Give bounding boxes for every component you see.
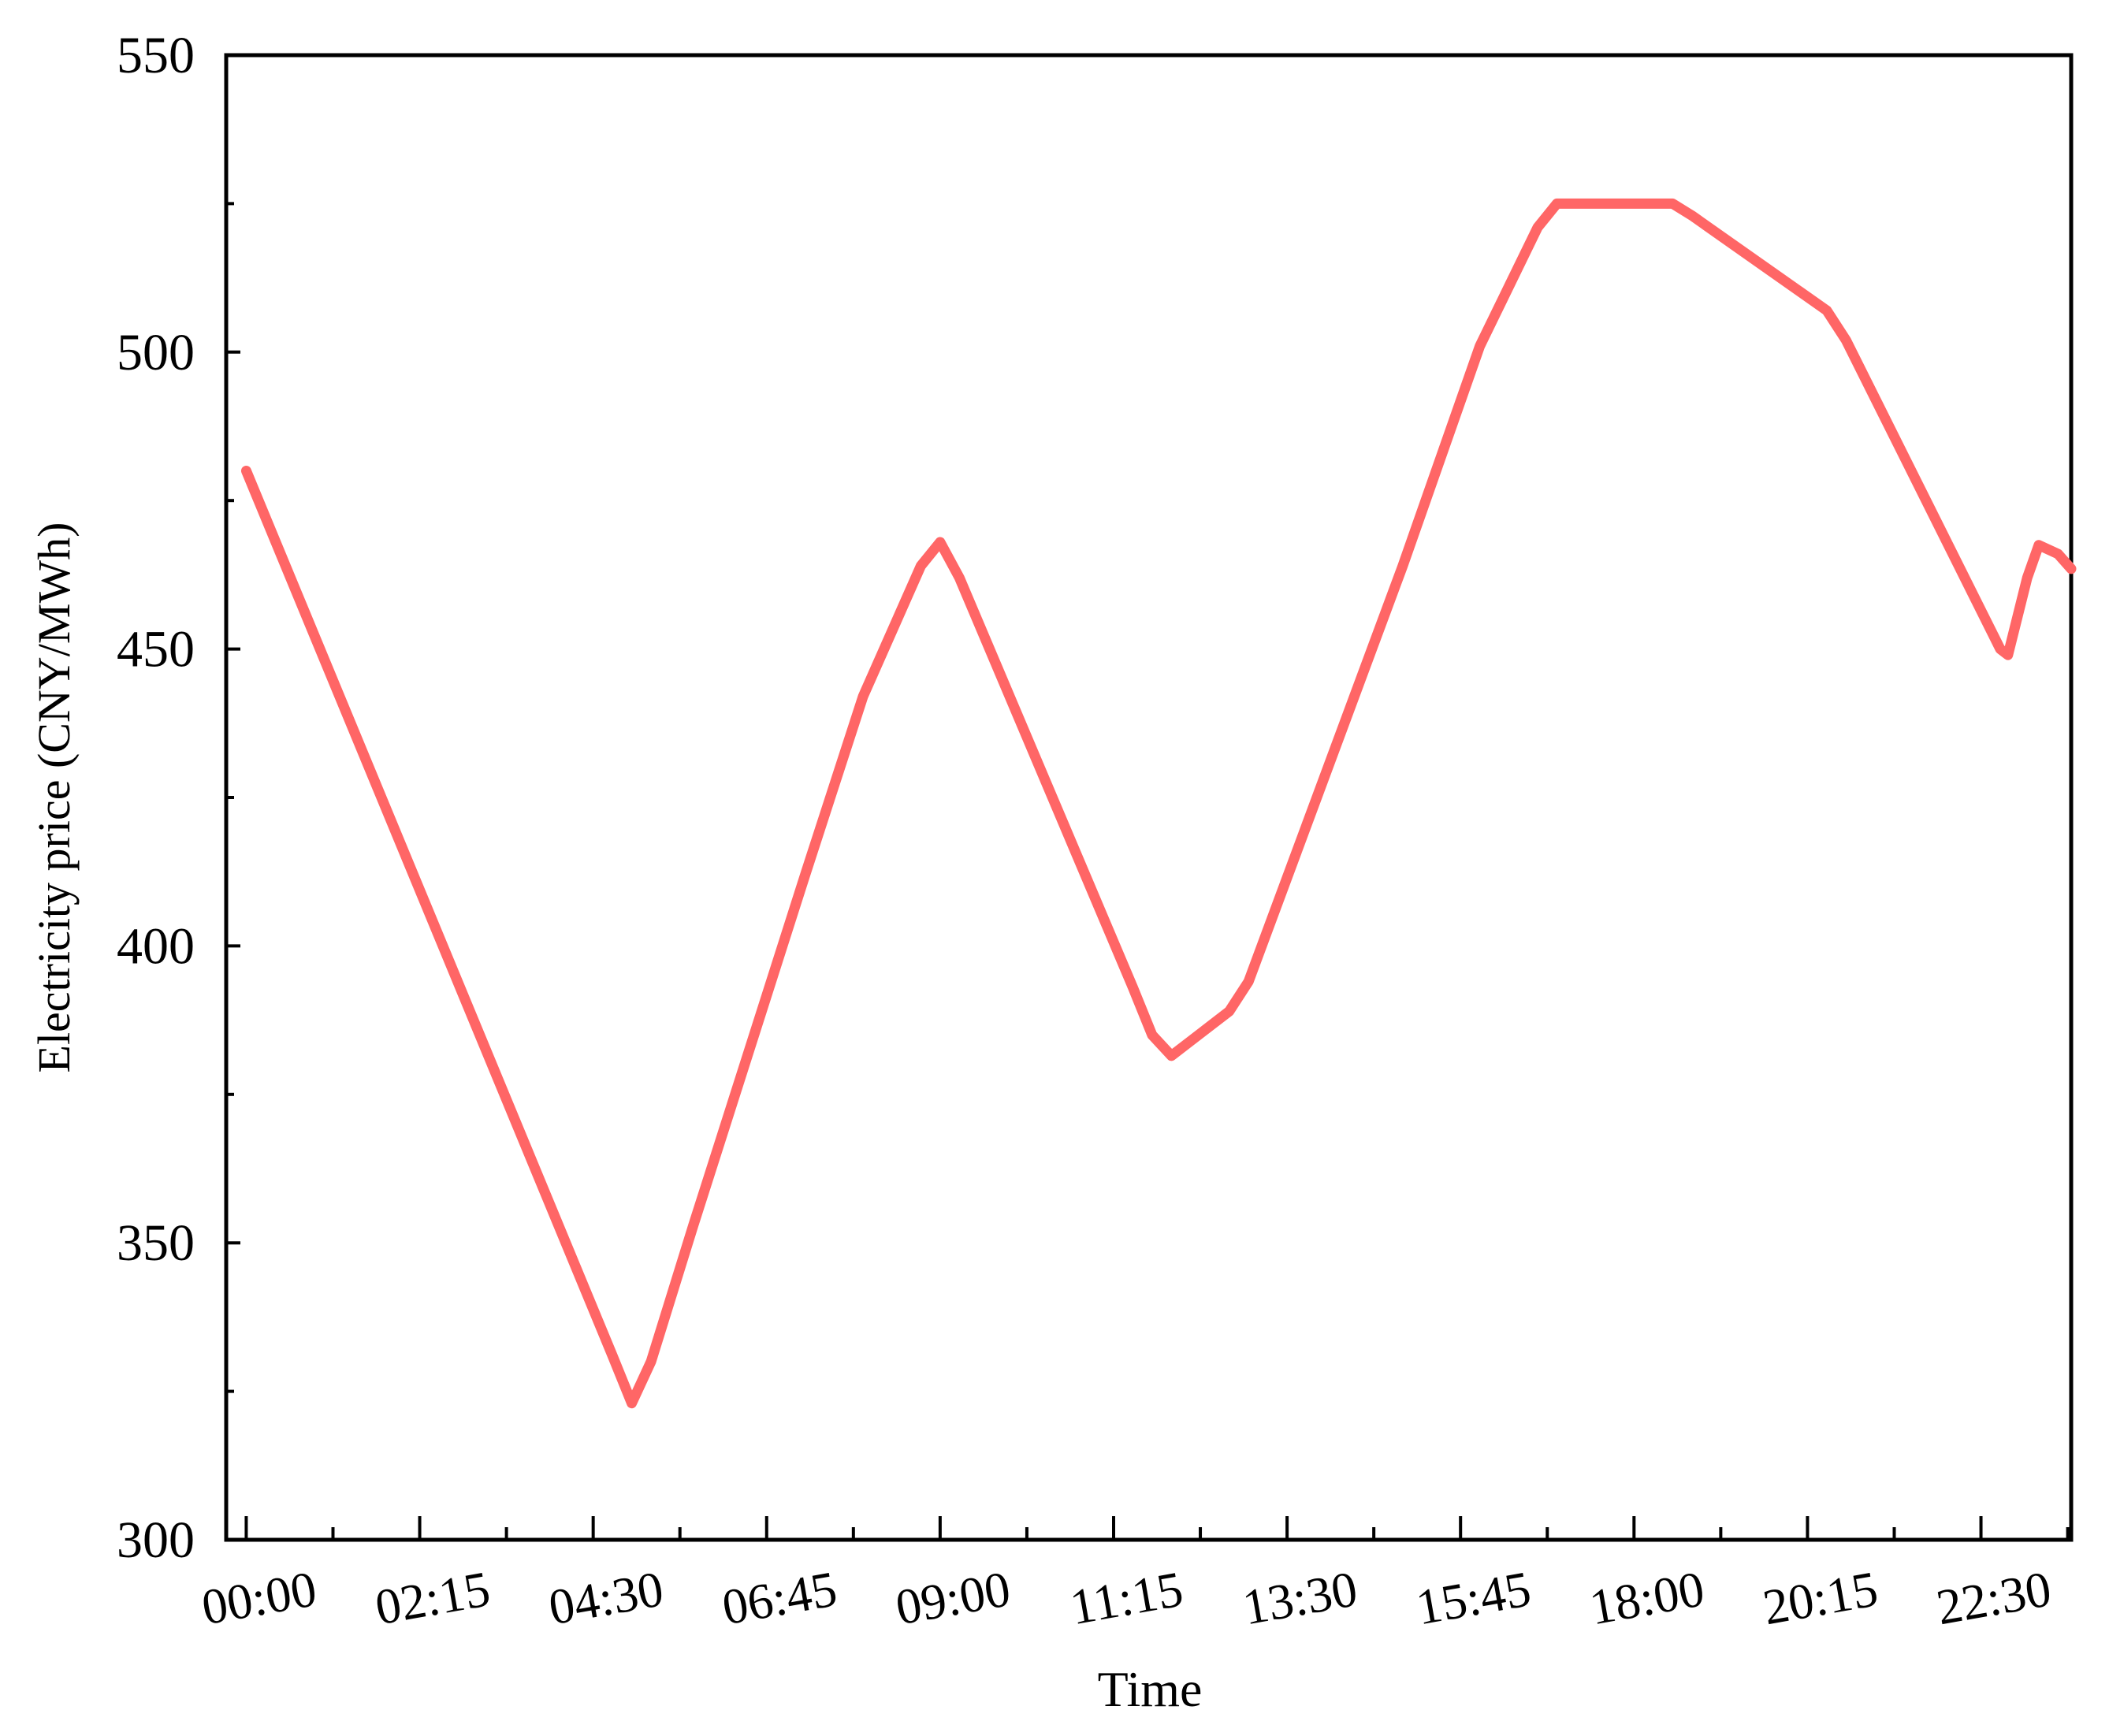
y-tick-label: 400 <box>117 917 195 975</box>
y-tick-label: 350 <box>117 1214 195 1272</box>
price-line <box>240 198 2077 1409</box>
plot-frame <box>224 53 2074 1542</box>
x-tick-label: 20:15 <box>1759 1560 1882 1635</box>
x-tick-label: 22:30 <box>1932 1560 2055 1635</box>
y-tick-label: 500 <box>117 324 195 381</box>
x-tick-label: 02:15 <box>371 1560 494 1635</box>
x-tick-label: 15:45 <box>1412 1560 1535 1635</box>
x-axis-title: Time <box>1098 1661 1203 1717</box>
x-tick-label: 00:00 <box>198 1560 321 1635</box>
y-tick-label: 550 <box>117 27 195 84</box>
x-tick-label: 06:45 <box>718 1560 841 1635</box>
y-tick-label: 450 <box>117 621 195 678</box>
x-tick-label: 09:00 <box>891 1560 1014 1635</box>
x-tick-label: 13:30 <box>1238 1560 1361 1635</box>
x-tick-label: 04:30 <box>545 1560 668 1635</box>
x-tick-label: 18:00 <box>1586 1560 1709 1635</box>
y-axis-title: Electricity price (CNY/MWh) <box>28 522 80 1073</box>
x-tick-label: 11:15 <box>1066 1560 1187 1635</box>
y-tick-label: 300 <box>117 1511 195 1569</box>
